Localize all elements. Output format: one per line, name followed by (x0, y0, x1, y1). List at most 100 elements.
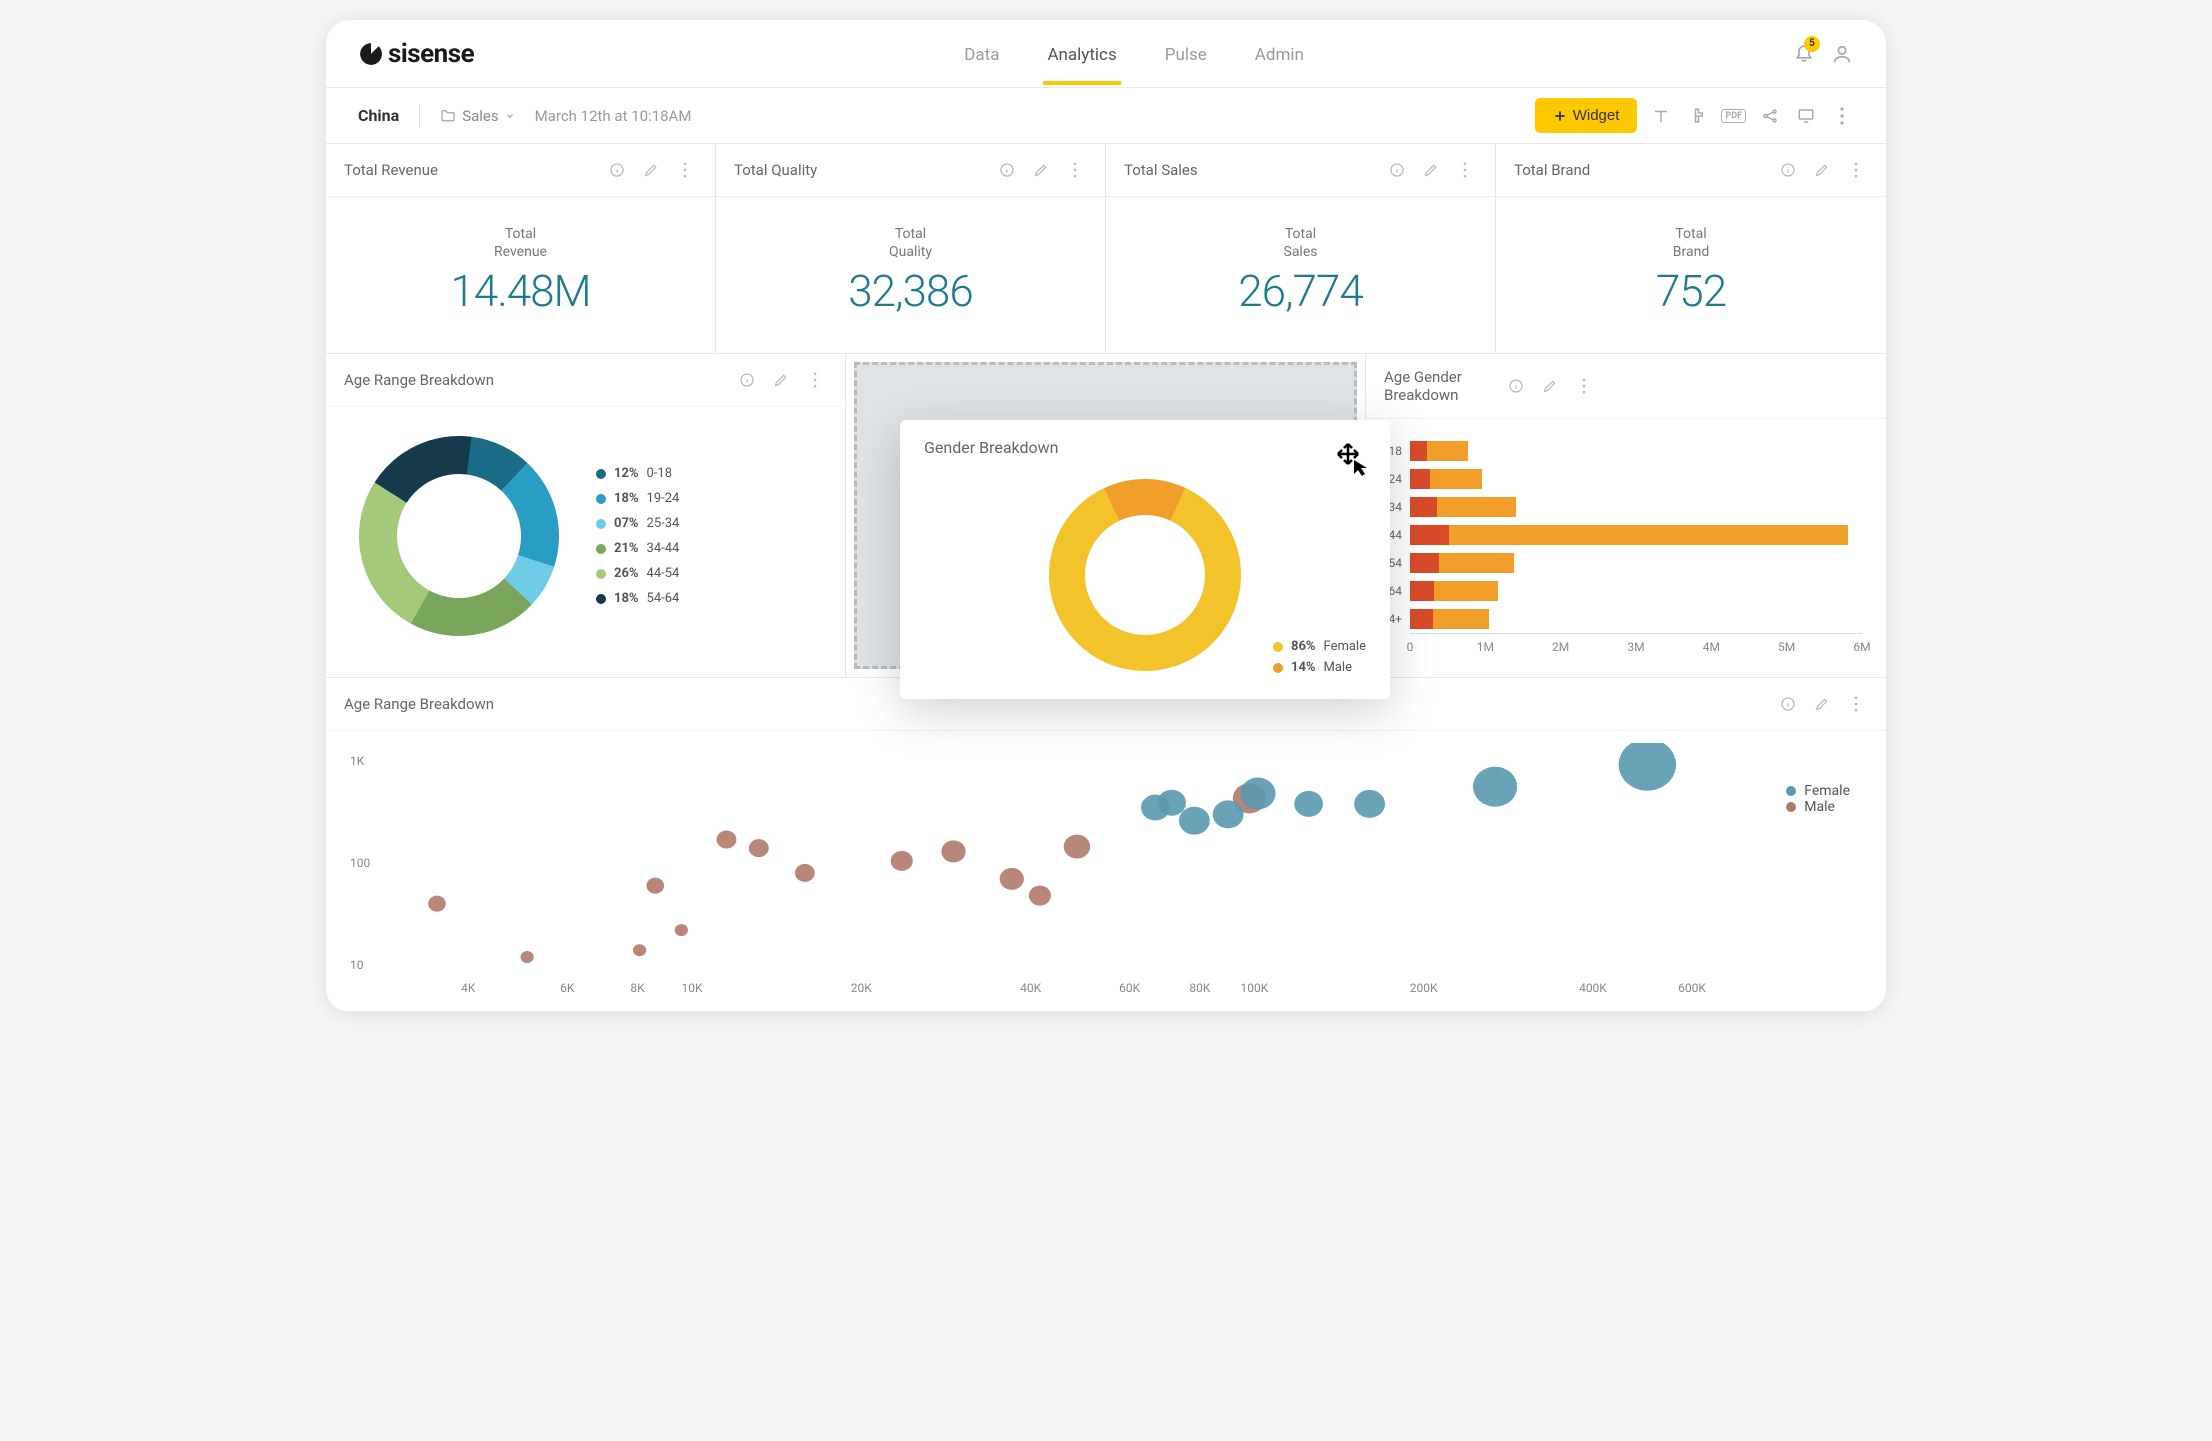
paint-tool-button[interactable] (1685, 104, 1709, 128)
scatter-point[interactable] (1029, 886, 1051, 906)
notification-badge: 5 (1804, 36, 1820, 52)
hbar-segment-male[interactable] (1410, 525, 1449, 545)
widget-actions (1776, 692, 1868, 716)
scatter-point[interactable] (1294, 791, 1323, 817)
info-button[interactable] (1776, 158, 1800, 182)
scatter-point[interactable] (717, 831, 737, 849)
scatter-point[interactable] (749, 840, 769, 858)
folder-selector[interactable]: Sales (440, 107, 514, 125)
user-icon (1831, 43, 1853, 65)
widget-title: Age Range Breakdown (344, 371, 735, 389)
donut-slice[interactable] (359, 483, 429, 624)
more-button[interactable] (1572, 374, 1596, 398)
legend-percent: 12% (614, 466, 639, 481)
scatter-point[interactable] (1179, 807, 1210, 835)
legend-label: 34-44 (647, 541, 680, 556)
scatter-point[interactable] (521, 951, 534, 963)
scatter-point[interactable] (1354, 790, 1385, 818)
scatter-point[interactable] (646, 878, 664, 894)
hbar-segment-male[interactable] (1410, 497, 1437, 517)
hbar-track (1410, 497, 1862, 517)
share-icon (1761, 107, 1779, 125)
hbar-segment-male[interactable] (1410, 441, 1427, 461)
nav-tab-admin[interactable]: Admin (1255, 23, 1304, 85)
kpi-row: Total Revenue Total Revenue 14.48M Total… (326, 144, 1886, 354)
scatter-point[interactable] (891, 851, 913, 871)
hbar-row: 54 (1374, 549, 1862, 577)
legend-item[interactable]: 18% 19-24 (596, 491, 679, 506)
nav-tab-data[interactable]: Data (964, 23, 999, 85)
legend-item[interactable]: 12% 0-18 (596, 466, 679, 481)
legend-item[interactable]: 07% 25-34 (596, 516, 679, 531)
info-button[interactable] (995, 158, 1019, 182)
edit-button[interactable] (1419, 158, 1443, 182)
kpi-card: Total Sales Total Sales 26,774 (1106, 144, 1496, 354)
share-button[interactable] (1758, 104, 1782, 128)
nav-tab-analytics[interactable]: Analytics (1047, 23, 1116, 85)
donut-body: 12% 0-18 18% 19-24 07% 25-34 21% 34-44 2… (326, 407, 845, 677)
edit-button[interactable] (1538, 374, 1562, 398)
hbar-segment-male[interactable] (1410, 609, 1433, 629)
legend-item[interactable]: 86% Female (1273, 639, 1366, 654)
notifications-button[interactable]: 5 (1794, 42, 1814, 66)
more-button[interactable] (1453, 158, 1477, 182)
gender-breakdown-dragged-widget[interactable]: Gender Breakdown 86% Female 14% Male (900, 420, 1390, 699)
legend-swatch (596, 469, 606, 479)
pencil-icon (1033, 162, 1049, 178)
edit-button[interactable] (769, 368, 793, 392)
scatter-point[interactable] (1000, 868, 1024, 890)
legend-label: 54-64 (647, 591, 680, 606)
more-button[interactable] (1844, 158, 1868, 182)
kpi-label: Total Sales (1124, 225, 1477, 261)
info-button[interactable] (735, 368, 759, 392)
axis-tick-label: 3M (1627, 640, 1644, 654)
info-button[interactable] (1776, 692, 1800, 716)
legend-label: 25-34 (647, 516, 680, 531)
scatter-point[interactable] (675, 925, 688, 937)
brand-name: sisense (388, 39, 474, 69)
info-button[interactable] (1385, 158, 1409, 182)
legend-percent: 21% (614, 541, 639, 556)
scatter-point[interactable] (1064, 835, 1090, 859)
axis-tick-label: 1M (1477, 640, 1494, 654)
edit-button[interactable] (1810, 692, 1834, 716)
hbar-segment-male[interactable] (1410, 581, 1434, 601)
edit-button[interactable] (1029, 158, 1053, 182)
more-button[interactable] (1844, 692, 1868, 716)
more-button[interactable] (1063, 158, 1087, 182)
export-pdf-button[interactable]: PDF (1721, 109, 1746, 123)
present-button[interactable] (1794, 104, 1818, 128)
brand-logo[interactable]: sisense (358, 39, 474, 69)
scatter-widget: Age Range Breakdown 101001K 4K6K8K10K20K… (326, 678, 1886, 1012)
info-button[interactable] (605, 158, 629, 182)
scatter-point[interactable] (1473, 767, 1517, 807)
scatter-point[interactable] (1240, 778, 1275, 810)
hbar-segment-male[interactable] (1410, 469, 1430, 489)
more-vertical-icon (1854, 162, 1858, 178)
more-menu-button[interactable] (1830, 104, 1854, 128)
scatter-point[interactable] (795, 864, 815, 882)
scatter-point[interactable] (428, 896, 446, 912)
scatter-point[interactable] (1213, 801, 1244, 829)
add-widget-button[interactable]: Widget (1535, 98, 1638, 133)
legend-item[interactable]: 14% Male (1273, 660, 1366, 675)
edit-button[interactable] (1810, 158, 1834, 182)
info-button[interactable] (1504, 374, 1528, 398)
nav-tab-pulse[interactable]: Pulse (1165, 23, 1207, 85)
legend-item[interactable]: 21% 34-44 (596, 541, 679, 556)
more-button[interactable] (803, 368, 827, 392)
legend-item[interactable]: 18% 54-64 (596, 591, 679, 606)
legend-item[interactable]: 26% 44-54 (596, 566, 679, 581)
text-tool-button[interactable] (1649, 104, 1673, 128)
donut-slice[interactable] (1049, 488, 1241, 671)
more-button[interactable] (673, 158, 697, 182)
scatter-point[interactable] (1619, 743, 1676, 791)
scatter-point[interactable] (1157, 790, 1186, 816)
edit-button[interactable] (639, 158, 663, 182)
hbar-segment-female[interactable] (1410, 525, 1848, 545)
user-avatar[interactable] (1830, 42, 1854, 66)
legend-swatch (596, 569, 606, 579)
hbar-segment-male[interactable] (1410, 553, 1439, 573)
scatter-point[interactable] (941, 841, 965, 863)
scatter-point[interactable] (633, 945, 646, 957)
